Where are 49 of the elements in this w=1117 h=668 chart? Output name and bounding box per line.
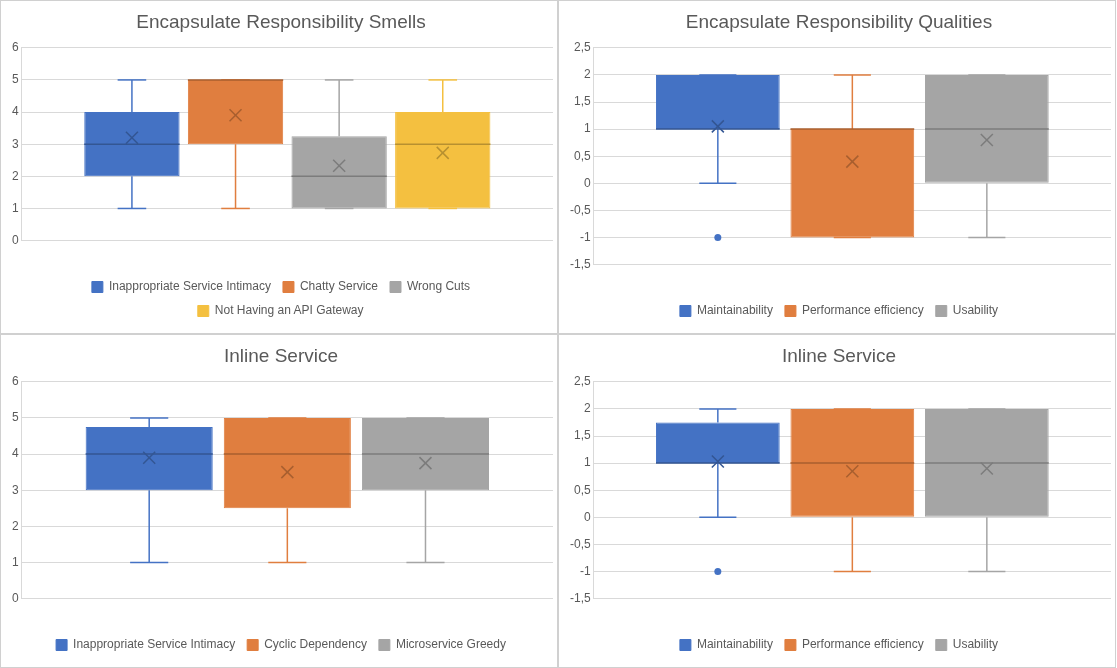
y-tick-label: 1 — [11, 554, 19, 569]
y-tick-label: 0,5 — [573, 148, 591, 163]
chart-title: Encapsulate Responsibility Smells — [136, 10, 426, 32]
y-tick-label: 3 — [11, 482, 19, 497]
y-tick-label: -1 — [580, 229, 591, 244]
y-tick-label: -1,5 — [569, 256, 591, 271]
y-tick-label: 6 — [11, 40, 19, 55]
y-tick-label: -1 — [580, 563, 591, 578]
y-tick-label: -1,5 — [569, 590, 591, 605]
y-tick-label: 2 — [11, 518, 19, 533]
y-tick-label: 0,5 — [573, 482, 591, 497]
y-tick-label: 0 — [583, 509, 591, 524]
y-tick-label: 2,5 — [573, 40, 591, 55]
y-tick-label: 0 — [583, 175, 591, 190]
y-tick-label: 4 — [11, 446, 19, 461]
legend-label: Inappropriate Service Intimacy — [108, 279, 271, 294]
y-tick-label: 1 — [583, 121, 591, 136]
y-tick-label: 2 — [583, 67, 591, 82]
chart-title: Inline Service — [223, 344, 339, 366]
y-tick-label: 4 — [11, 104, 19, 119]
y-tick-label: 1,5 — [573, 94, 591, 109]
legend-label: Wrong Cuts — [406, 279, 471, 294]
y-tick-label: 6 — [11, 374, 19, 389]
legend-label: Microservice Greedy — [395, 637, 506, 652]
y-tick-label: 1 — [583, 455, 591, 470]
legend-label: Maintainability — [696, 303, 773, 318]
y-tick-label: 2 — [583, 401, 591, 416]
y-tick-label: 2 — [11, 168, 19, 183]
chart-title: Inline Service — [781, 344, 897, 366]
chart-title: Encapsulate Responsibility Qualities — [685, 10, 993, 32]
y-tick-label: 5 — [11, 72, 19, 87]
y-tick-label: 5 — [11, 410, 19, 425]
y-tick-label: 0 — [11, 590, 19, 605]
legend-label: Inappropriate Service Intimacy — [73, 637, 236, 652]
y-tick-label: 0 — [11, 232, 19, 247]
y-tick-label: 3 — [11, 136, 19, 151]
y-tick-label: 2,5 — [573, 374, 591, 389]
legend-label: Performance efficiency — [801, 637, 924, 652]
y-tick-label: 1,5 — [573, 428, 591, 443]
legend-label: Performance efficiency — [801, 303, 924, 318]
legend-label: Not Having an API Gateway — [214, 303, 364, 318]
legend-label: Maintainability — [696, 637, 773, 652]
legend-label: Usability — [952, 637, 999, 652]
y-tick-label: -0,5 — [569, 202, 591, 217]
legend-label: Chatty Service — [299, 279, 379, 294]
legend-label: Usability — [952, 303, 999, 318]
legend-label: Cyclic Dependency — [264, 637, 367, 652]
y-tick-label: -0,5 — [569, 536, 591, 551]
y-tick-label: 1 — [11, 200, 19, 215]
